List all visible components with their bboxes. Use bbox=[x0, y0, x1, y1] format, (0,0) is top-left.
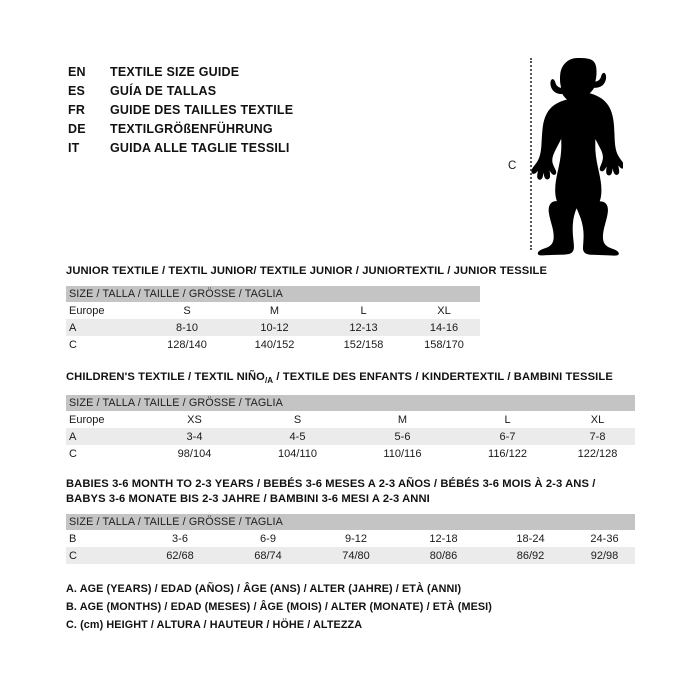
language-label: TEXTILGRÖßENFÜHRUNG bbox=[110, 122, 273, 136]
table-cell: 12-13 bbox=[319, 319, 408, 336]
language-code: FR bbox=[68, 103, 86, 117]
table-cell: 12-18 bbox=[400, 530, 487, 547]
section-title-subscript: /A bbox=[264, 376, 274, 386]
toddler-silhouette-icon bbox=[531, 58, 623, 256]
table-cell: L bbox=[319, 302, 408, 319]
junior-size-table: SIZE / TALLA / TAILLE / GRÖSSE / TAGLIA … bbox=[66, 286, 480, 353]
language-row-en: EN TEXTILE SIZE GUIDE bbox=[68, 63, 468, 82]
row-label: C bbox=[66, 336, 144, 353]
table-cell: 140/152 bbox=[230, 336, 319, 353]
section-babies-textile: BABIES 3-6 MONTH TO 2-3 YEARS / BEBÉS 3-… bbox=[66, 477, 635, 564]
table-cell: 24-36 bbox=[574, 530, 635, 547]
language-code: DE bbox=[68, 122, 86, 136]
language-title-list: EN TEXTILE SIZE GUIDE ES GUÍA DE TALLAS … bbox=[68, 63, 468, 158]
table-cell: 98/104 bbox=[144, 445, 245, 463]
table-cell: 86/92 bbox=[487, 547, 574, 564]
table-cell: 74/80 bbox=[312, 547, 400, 564]
table-row: Europe XS S M L XL bbox=[66, 411, 635, 429]
row-label: C bbox=[66, 547, 136, 564]
language-row-it: IT GUIDA ALLE TAGLIE TESSILI bbox=[68, 139, 468, 158]
section-title-line-1: BABIES 3-6 MONTH TO 2-3 YEARS / BEBÉS 3-… bbox=[66, 478, 596, 490]
table-cell: XL bbox=[560, 411, 635, 429]
table-cell: 10-12 bbox=[230, 319, 319, 336]
section-title-post: / TEXTILE DES ENFANTS / KINDERTEXTIL / B… bbox=[273, 371, 613, 383]
height-measure-figure: C bbox=[495, 45, 655, 260]
table-cell: 62/68 bbox=[136, 547, 224, 564]
table-cell: 4-5 bbox=[245, 428, 350, 446]
section-title-pre: CHILDREN'S TEXTILE / TEXTIL NIÑO bbox=[66, 371, 265, 383]
table-cell: 18-24 bbox=[487, 530, 574, 547]
table-cell: M bbox=[350, 411, 455, 429]
table-cell: 5-6 bbox=[350, 428, 455, 446]
table-cell: M bbox=[230, 302, 319, 319]
height-dotted-line bbox=[530, 58, 532, 250]
table-header-row: SIZE / TALLA / TAILLE / GRÖSSE / TAGLIA bbox=[66, 286, 480, 302]
table-row: C 62/68 68/74 74/80 80/86 86/92 92/98 bbox=[66, 547, 635, 564]
table-cell: 122/128 bbox=[560, 445, 635, 463]
section-junior-textile: JUNIOR TEXTILE / TEXTIL JUNIOR/ TEXTILE … bbox=[66, 264, 547, 353]
table-cell: L bbox=[455, 411, 560, 429]
size-header-label: SIZE / TALLA / TAILLE / GRÖSSE / TAGLIA bbox=[66, 286, 480, 302]
table-cell: 128/140 bbox=[144, 336, 230, 353]
measurement-legend: A. AGE (YEARS) / EDAD (AÑOS) / ÂGE (ANS)… bbox=[66, 580, 492, 634]
table-cell: XS bbox=[144, 411, 245, 429]
legend-row-b: B. AGE (MONTHS) / EDAD (MESES) / ÂGE (MO… bbox=[66, 601, 492, 613]
table-row: A 3-4 4-5 5-6 6-7 7-8 bbox=[66, 428, 635, 446]
table-cell: S bbox=[245, 411, 350, 429]
table-row: C 98/104 104/110 110/116 116/122 122/128 bbox=[66, 445, 635, 463]
table-cell: 7-8 bbox=[560, 428, 635, 446]
legend-row-c: C. (cm) HEIGHT / ALTURA / HAUTEUR / HÖHE… bbox=[66, 619, 363, 631]
table-cell: 158/170 bbox=[408, 336, 480, 353]
language-label: GUIDA ALLE TAGLIE TESSILI bbox=[110, 141, 290, 155]
row-label: A bbox=[66, 428, 144, 446]
table-cell: 6-9 bbox=[224, 530, 312, 547]
section-title: JUNIOR TEXTILE / TEXTIL JUNIOR/ TEXTILE … bbox=[66, 265, 548, 277]
size-header-label: SIZE / TALLA / TAILLE / GRÖSSE / TAGLIA bbox=[66, 514, 635, 530]
table-cell: 3-4 bbox=[144, 428, 245, 446]
section-title: CHILDREN'S TEXTILE / TEXTIL NIÑO/A / TEX… bbox=[66, 370, 635, 388]
row-label: A bbox=[66, 319, 144, 336]
language-label: TEXTILE SIZE GUIDE bbox=[110, 65, 240, 79]
row-label: Europe bbox=[66, 411, 144, 429]
table-cell: 14-16 bbox=[408, 319, 480, 336]
table-row: A 8-10 10-12 12-13 14-16 bbox=[66, 319, 480, 336]
table-cell: 104/110 bbox=[245, 445, 350, 463]
table-row: B 3-6 6-9 9-12 12-18 18-24 24-36 bbox=[66, 530, 635, 547]
language-label: GUIDE DES TAILLES TEXTILE bbox=[110, 103, 294, 117]
table-header-row: SIZE / TALLA / TAILLE / GRÖSSE / TAGLIA bbox=[66, 514, 635, 530]
row-label: B bbox=[66, 530, 136, 547]
children-size-table: SIZE / TALLA / TAILLE / GRÖSSE / TAGLIA … bbox=[66, 395, 635, 463]
section-childrens-textile: CHILDREN'S TEXTILE / TEXTIL NIÑO/A / TEX… bbox=[66, 370, 635, 463]
row-label: Europe bbox=[66, 302, 144, 319]
section-title-line-2: BABYS 3-6 MONATE BIS 2-3 JAHRE / BAMBINI… bbox=[66, 493, 430, 505]
table-cell: S bbox=[144, 302, 230, 319]
row-label: C bbox=[66, 445, 144, 463]
size-header-label: SIZE / TALLA / TAILLE / GRÖSSE / TAGLIA bbox=[66, 395, 635, 412]
language-label: GUÍA DE TALLAS bbox=[110, 84, 217, 98]
babies-size-table: SIZE / TALLA / TAILLE / GRÖSSE / TAGLIA … bbox=[66, 514, 635, 564]
table-cell: 152/158 bbox=[319, 336, 408, 353]
language-code: IT bbox=[68, 141, 80, 155]
table-cell: 92/98 bbox=[574, 547, 635, 564]
language-code: ES bbox=[68, 84, 86, 98]
table-cell: XL bbox=[408, 302, 480, 319]
table-cell: 116/122 bbox=[455, 445, 560, 463]
table-cell: 9-12 bbox=[312, 530, 400, 547]
table-cell: 68/74 bbox=[224, 547, 312, 564]
height-indicator-label: C bbox=[508, 160, 517, 172]
legend-row-a: A. AGE (YEARS) / EDAD (AÑOS) / ÂGE (ANS)… bbox=[66, 583, 462, 595]
language-code: EN bbox=[68, 65, 86, 79]
table-cell: 8-10 bbox=[144, 319, 230, 336]
table-row: Europe S M L XL bbox=[66, 302, 480, 319]
table-header-row: SIZE / TALLA / TAILLE / GRÖSSE / TAGLIA bbox=[66, 395, 635, 412]
table-cell: 110/116 bbox=[350, 445, 455, 463]
language-row-fr: FR GUIDE DES TAILLES TEXTILE bbox=[68, 101, 468, 120]
language-row-de: DE TEXTILGRÖßENFÜHRUNG bbox=[68, 120, 468, 139]
language-row-es: ES GUÍA DE TALLAS bbox=[68, 82, 468, 101]
table-cell: 6-7 bbox=[455, 428, 560, 446]
table-cell: 80/86 bbox=[400, 547, 487, 564]
table-cell: 3-6 bbox=[136, 530, 224, 547]
table-row: C 128/140 140/152 152/158 158/170 bbox=[66, 336, 480, 353]
